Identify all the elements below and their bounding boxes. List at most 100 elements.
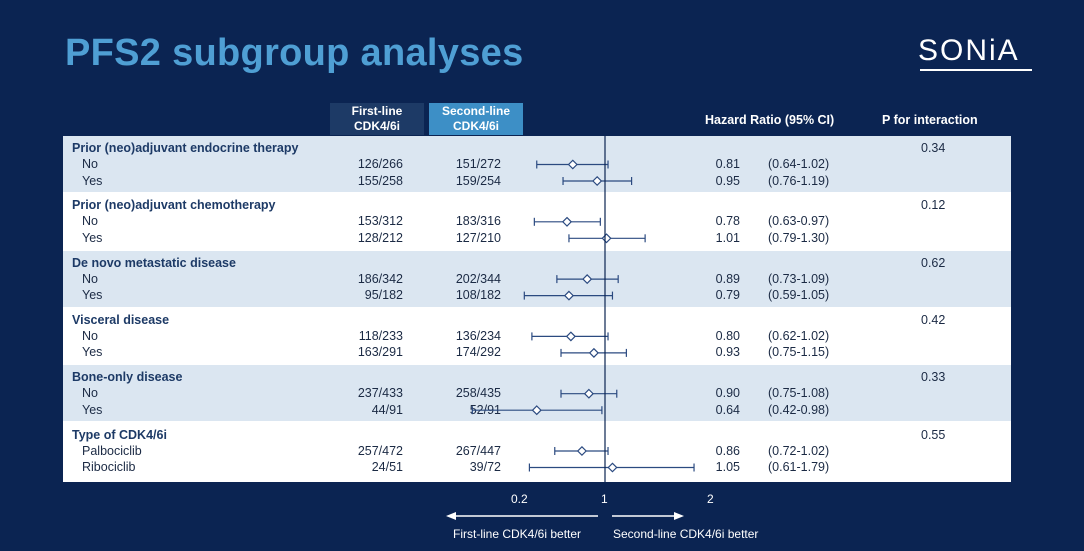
subgroup-level-label: No [82, 271, 98, 286]
second-line-events: 159/254 [455, 173, 501, 188]
subgroup-title: Bone-only disease [72, 370, 183, 385]
first-line-better-label: First-line CDK4/6i better [453, 527, 582, 541]
p-interaction-value: 0.12 [921, 198, 946, 213]
left-arrow-head [446, 512, 456, 520]
confidence-interval: (0.59-1.05) [768, 288, 830, 303]
hazard-ratio-value: 0.78 [715, 214, 740, 229]
second-line-header-line1: Second-line [441, 104, 510, 118]
hazard-ratio-marker [531, 405, 542, 416]
first-line-events: 257/472 [357, 443, 403, 458]
first-line-events: 186/342 [357, 271, 403, 286]
confidence-interval: (0.75-1.15) [768, 345, 830, 360]
page-title: PFS2 subgroup analyses [65, 32, 524, 74]
p-interaction-value: 0.55 [921, 427, 946, 442]
hazard-ratio-marker [563, 290, 575, 301]
hazard-ratio-value: 0.89 [715, 271, 740, 286]
confidence-interval: (0.73-1.09) [768, 271, 830, 286]
subgroup-band [63, 250, 1011, 307]
first-line-events: 44/91 [371, 402, 403, 417]
second-line-events: 258/435 [455, 386, 501, 401]
confidence-interval: (0.79-1.30) [768, 230, 830, 245]
subgroup-title: De novo metastatic disease [72, 255, 236, 270]
hazard-ratio-marker [565, 331, 576, 342]
hazard-ratio-value: 0.79 [715, 288, 740, 303]
subgroup-band [63, 422, 1011, 479]
hazard-ratio-value: 1.01 [715, 230, 740, 245]
subgroup-level-label: Yes [82, 288, 103, 303]
confidence-interval: (0.42-0.98) [768, 402, 830, 417]
subgroup-title: Visceral disease [72, 312, 170, 327]
second-line-events: 151/272 [455, 157, 501, 171]
first-line-events: 155/258 [357, 173, 403, 188]
second-line-column-header: Second-line CDK4/6i [429, 103, 523, 135]
hazard-ratio-marker [576, 445, 587, 457]
hazard-ratio-marker [592, 175, 603, 187]
confidence-interval: (0.62-1.02) [768, 328, 830, 343]
first-line-header-line2: CDK4/6i [353, 119, 400, 133]
second-line-header-line2: CDK4/6i [452, 119, 499, 133]
subgroup-level-label: No [82, 157, 98, 171]
subgroup-level-label: Ribociclib [82, 460, 136, 474]
hazard-ratio-value: 0.81 [715, 157, 740, 171]
hazard-ratio-value: 0.86 [715, 443, 740, 458]
hazard-ratio-header: Hazard Ratio (95% CI) [705, 113, 835, 127]
second-line-events: 267/447 [455, 443, 501, 458]
hazard-ratio-value: 0.64 [715, 402, 740, 417]
hazard-ratio-value: 0.90 [715, 386, 740, 401]
hazard-ratio-marker [561, 216, 573, 227]
right-arrow-head [674, 512, 684, 520]
x-axis-tick-label: 1 [601, 492, 608, 506]
first-line-events: 163/291 [357, 345, 403, 360]
hazard-ratio-marker [601, 233, 612, 244]
confidence-interval: (0.64-1.02) [768, 157, 830, 171]
p-interaction-value: 0.62 [921, 255, 946, 270]
subgroup-title: Type of CDK4/6i [72, 427, 167, 442]
confidence-interval: (0.75-1.08) [768, 386, 830, 401]
second-line-events: 202/344 [455, 271, 501, 286]
second-line-events: 127/210 [455, 230, 501, 245]
hazard-ratio-value: 1.05 [715, 460, 740, 474]
subgroup-level-label: No [82, 328, 98, 343]
hazard-ratio-marker [588, 347, 599, 358]
p-interaction-value: 0.42 [921, 312, 946, 327]
confidence-interval: (0.72-1.02) [768, 443, 830, 458]
logo-underline [920, 69, 1032, 71]
first-line-events: 128/212 [357, 230, 403, 245]
first-line-events: 24/51 [371, 460, 403, 474]
hazard-ratio-value: 0.95 [715, 173, 740, 188]
second-line-events: 108/182 [455, 288, 501, 303]
hazard-ratio-value: 0.80 [715, 328, 740, 343]
confidence-interval: (0.76-1.19) [768, 173, 830, 188]
subgroup-level-label: Yes [82, 173, 103, 188]
subgroup-level-label: Yes [82, 230, 103, 245]
subgroup-level-label: No [82, 386, 98, 401]
hazard-ratio-value: 0.93 [715, 345, 740, 360]
subgroup-level-label: Palbociclib [82, 443, 142, 458]
subgroup-level-label: Yes [82, 345, 103, 360]
subgroup-title: Prior (neo)adjuvant chemotherapy [72, 198, 276, 213]
hazard-ratio-marker [582, 274, 593, 285]
subgroup-level-label: Yes [82, 402, 103, 417]
p-interaction-header: P for interaction [882, 113, 978, 127]
second-line-events: 183/316 [455, 214, 501, 229]
hazard-ratio-marker [607, 462, 618, 473]
first-line-header-line1: First-line [351, 104, 403, 118]
confidence-interval: (0.61-1.79) [768, 460, 830, 474]
second-line-better-label: Second-line CDK4/6i better [613, 527, 759, 541]
sonia-logo: SONiA [918, 34, 1020, 67]
subgroup-level-label: No [82, 214, 98, 229]
x-axis-tick-label: 0.2 [511, 492, 528, 506]
p-interaction-value: 0.34 [921, 141, 946, 155]
second-line-events: 136/234 [455, 328, 501, 343]
first-line-events: 95/182 [364, 288, 403, 303]
first-line-events: 118/233 [358, 328, 403, 343]
hazard-ratio-marker [567, 159, 578, 170]
x-axis-tick-label: 2 [707, 492, 714, 506]
confidence-interval: (0.63-0.97) [768, 214, 830, 229]
second-line-events: 39/72 [469, 460, 501, 474]
first-line-column-header: First-line CDK4/6i [330, 103, 424, 135]
first-line-events: 237/433 [357, 386, 403, 401]
hazard-ratio-marker [583, 388, 594, 399]
subgroup-title: Prior (neo)adjuvant endocrine therapy [72, 141, 299, 155]
